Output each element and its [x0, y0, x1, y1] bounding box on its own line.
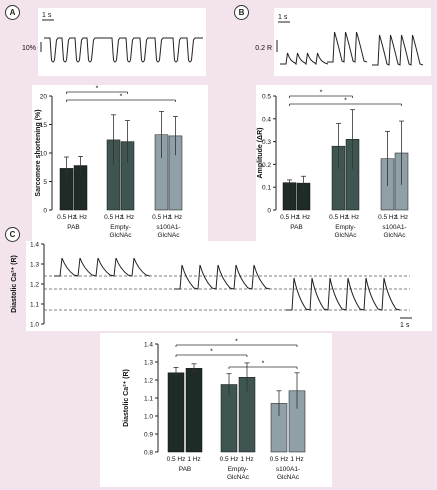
category-label: 0.5 Hz: [270, 456, 289, 463]
significance-star: *: [320, 90, 323, 97]
group-label: GlcNAc: [383, 232, 406, 239]
group-label: GlcNAc: [277, 474, 300, 481]
time-scale-label: 1 s: [42, 12, 52, 19]
category-label: 1 Hz: [121, 214, 134, 221]
y-tick-label: 10: [40, 151, 48, 158]
group-label: GlcNAc: [157, 232, 180, 239]
y-tick-label: 5: [43, 179, 47, 186]
group-label: GlcNAc: [227, 474, 250, 481]
amplitude-scale-label: 0.2 R: [255, 45, 272, 52]
y-tick-label: 1.4: [144, 342, 153, 349]
bar: [282, 182, 297, 211]
y-tick-label: 1.2: [144, 378, 153, 385]
y-axis-label: Sarcomere shortening (%): [35, 109, 42, 196]
group-label: Empty-: [110, 224, 131, 231]
amplitude-scale-label: 10%: [22, 45, 36, 52]
y-tick-label: 1.0: [144, 414, 153, 421]
bar: [167, 372, 185, 453]
y-tick-label: 1.1: [144, 396, 153, 403]
panel-label-c: C: [5, 227, 20, 242]
significance-star: *: [344, 98, 347, 105]
group-label: PAB: [290, 224, 303, 231]
significance-star: *: [120, 94, 123, 101]
y-axis-label: Diastolic Ca²⁺ (R): [11, 255, 18, 313]
group-label: GlcNAc: [109, 232, 132, 239]
y-tick-label: 0.4: [262, 116, 271, 123]
panel-b-traces: 1 s 0.2 R: [255, 14, 424, 66]
category-label: 1 Hz: [240, 456, 253, 463]
significance-star: *: [96, 86, 99, 93]
category-label: 1 Hz: [395, 214, 408, 221]
y-axis-label: Amplitude (ΔR): [257, 128, 264, 179]
panel-label-a: A: [5, 5, 20, 20]
panel-c-traces: 1.4 1.3 1.2 1.1 1.0 Diastolic Ca²⁺ (R) 1 s: [11, 242, 412, 329]
category-label: 0.5 Hz: [152, 214, 171, 221]
bar-chart-c: 0.8 0.9 1.0 1.1 1.2 1.3 1.4 Diastolic Ca²⁺ (R) 0…: [123, 339, 306, 481]
category-label: 1 Hz: [169, 214, 182, 221]
group-label: Empty-: [335, 224, 356, 231]
panel-a-trace-box: [38, 8, 206, 76]
category-label: 0.5 Hz: [167, 456, 186, 463]
category-label: 0.5 Hz: [378, 214, 397, 221]
group-label: s100A1-: [382, 224, 406, 231]
panel-a-traces: 1 s 10%: [22, 12, 203, 63]
y-tick-label: 0.1: [262, 185, 271, 192]
y-tick-label: 0: [43, 208, 47, 215]
y-tick-label: 0: [267, 208, 271, 215]
significance-star: *: [235, 339, 238, 346]
y-tick-label: 1.4: [30, 242, 39, 249]
bar: [185, 368, 203, 453]
group-label: PAB: [67, 224, 80, 231]
category-label: 1 Hz: [290, 456, 303, 463]
y-tick-label: 0.9: [144, 432, 153, 439]
group-label: s100A1-: [156, 224, 180, 231]
y-tick-label: 20: [40, 94, 48, 101]
group-label: GlcNAc: [334, 232, 357, 239]
panel-label-b: B: [234, 5, 249, 20]
y-tick-label: 1.1: [30, 302, 39, 309]
category-label: 1 Hz: [187, 456, 200, 463]
y-axis-label: Diastolic Ca²⁺ (R): [123, 369, 130, 427]
category-label: 1 Hz: [297, 214, 310, 221]
y-tick-label: 0.5: [262, 94, 271, 101]
category-label: 0.5 Hz: [329, 214, 348, 221]
group-label: PAB: [179, 466, 192, 473]
y-tick-label: 1.2: [30, 282, 39, 289]
time-scale-label: 1 s: [278, 14, 288, 21]
panel-c-trace-box: [26, 241, 432, 331]
significance-star: *: [210, 349, 213, 356]
panel-b-trace-box: [274, 8, 431, 76]
y-tick-label: 15: [40, 122, 48, 129]
group-label: Empty-: [228, 466, 249, 473]
category-label: 0.5 Hz: [280, 214, 299, 221]
category-label: 0.5 Hz: [220, 456, 239, 463]
category-label: 1 Hz: [346, 214, 359, 221]
category-label: 0.5 Hz: [57, 214, 76, 221]
y-tick-label: 0.3: [262, 139, 271, 146]
y-tick-label: 0.2: [262, 162, 271, 169]
y-tick-label: 1.3: [30, 262, 39, 269]
y-tick-label: 1.0: [30, 322, 39, 329]
y-tick-label: 0.8: [144, 450, 153, 457]
group-label: s100A1-: [276, 466, 300, 473]
significance-star: *: [262, 361, 265, 368]
category-label: 0.5 Hz: [104, 214, 123, 221]
y-tick-label: 1.3: [144, 360, 153, 367]
time-scale-label: 1 s: [400, 322, 410, 329]
category-label: 1 Hz: [74, 214, 87, 221]
